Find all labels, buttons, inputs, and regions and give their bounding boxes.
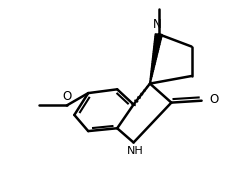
Polygon shape [154, 44, 160, 47]
Polygon shape [152, 59, 156, 62]
Polygon shape [150, 79, 151, 81]
Polygon shape [150, 81, 151, 84]
Polygon shape [154, 41, 161, 44]
Polygon shape [153, 49, 159, 52]
Polygon shape [152, 64, 155, 66]
Polygon shape [152, 61, 156, 64]
Polygon shape [151, 71, 153, 74]
Polygon shape [153, 46, 159, 49]
Polygon shape [150, 76, 152, 79]
Polygon shape [153, 51, 158, 54]
Polygon shape [152, 56, 157, 59]
Polygon shape [155, 34, 162, 37]
Text: N: N [153, 18, 162, 31]
Text: NH: NH [127, 146, 143, 156]
Polygon shape [155, 36, 162, 40]
Text: O: O [209, 93, 218, 106]
Text: O: O [62, 90, 71, 103]
Polygon shape [151, 69, 154, 71]
Polygon shape [151, 66, 154, 69]
Polygon shape [154, 39, 161, 42]
Polygon shape [153, 54, 158, 57]
Polygon shape [150, 74, 153, 76]
